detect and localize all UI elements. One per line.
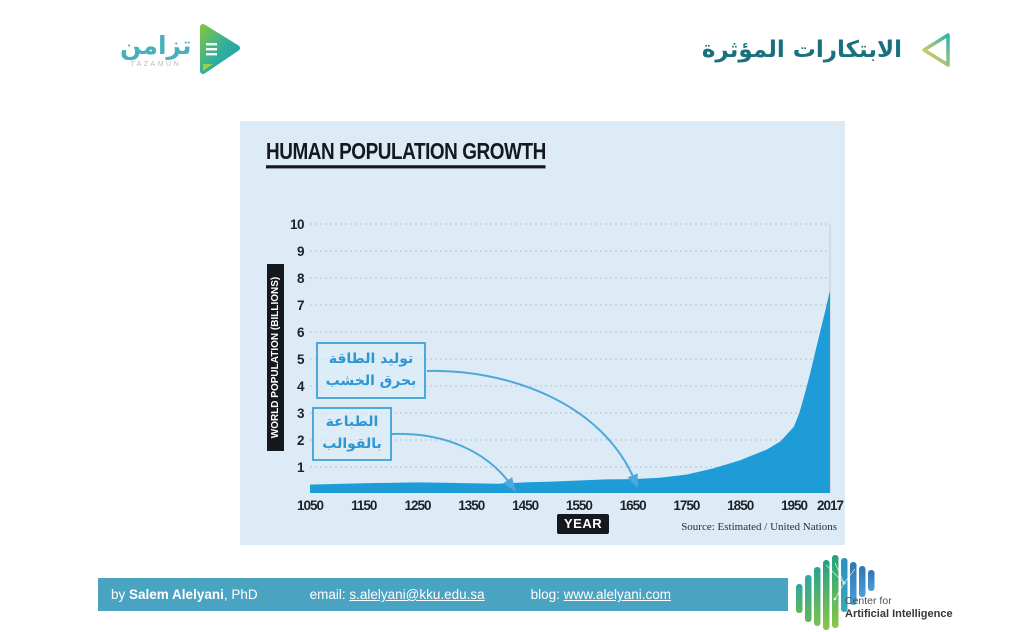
svg-text:1850: 1850 xyxy=(727,498,754,513)
brand-name-latin: TAZAMUN xyxy=(130,61,182,69)
blog-block: blog: www.alelyani.com xyxy=(530,587,671,602)
svg-text:1350: 1350 xyxy=(458,498,485,513)
svg-text:8: 8 xyxy=(297,271,305,286)
y-axis-label: WORLD POPULATION (BILLIONS) xyxy=(267,264,284,451)
svg-text:1450: 1450 xyxy=(512,498,539,513)
email-link[interactable]: s.alelyani@kku.edu.sa xyxy=(349,587,485,602)
author-byline: by Salem Alelyani, PhD xyxy=(111,587,258,602)
svg-text:1150: 1150 xyxy=(351,498,377,513)
source-note: Source: Estimated / United Nations xyxy=(681,521,837,533)
left-triangle-icon xyxy=(922,33,950,67)
svg-text:4: 4 xyxy=(297,379,305,394)
svg-text:1950: 1950 xyxy=(781,498,808,513)
svg-text:1250: 1250 xyxy=(404,498,431,513)
population-chart-panel: 1 2 3 4 5 6 7 8 9 10 1050 1150 1250 1350 1450 1550 1650 1… xyxy=(240,121,845,545)
svg-text:10: 10 xyxy=(290,217,304,232)
brand-name-arabic: تزامن xyxy=(120,30,192,60)
chart-title: HUMAN POPULATION GROWTH xyxy=(266,138,546,169)
svg-text:2: 2 xyxy=(297,433,304,448)
svg-text:2017: 2017 xyxy=(817,498,844,513)
svg-text:1050: 1050 xyxy=(297,498,324,513)
svg-text:1750: 1750 xyxy=(673,498,700,513)
slide-title: الابتكارات المؤثرة xyxy=(701,37,902,63)
tazamun-play-icon xyxy=(200,24,241,74)
x-axis-label: YEAR xyxy=(557,514,610,534)
svg-text:9: 9 xyxy=(297,244,304,259)
svg-text:7: 7 xyxy=(297,298,304,313)
cai-logo-text: Center for Artificial Intelligence xyxy=(845,595,953,621)
svg-text:3: 3 xyxy=(297,406,305,421)
svg-text:5: 5 xyxy=(297,352,305,367)
population-area-chart: 1 2 3 4 5 6 7 8 9 10 1050 1150 1250 1350 1450 1550 1650 1… xyxy=(290,217,845,513)
annotation-wood-energy: توليد الطاقة بحرق الخشب xyxy=(316,342,426,399)
cai-bars-icon xyxy=(796,555,875,630)
tazamun-wordmark: تزامن TAZAMUN xyxy=(120,32,191,69)
cai-logo: Center for Artificial Intelligence xyxy=(793,553,993,631)
svg-text:6: 6 xyxy=(297,325,305,340)
footer-bar: by Salem Alelyani, PhD email: s.alelyani… xyxy=(98,578,788,611)
svg-text:1550: 1550 xyxy=(566,498,593,513)
svg-text:1650: 1650 xyxy=(620,498,647,513)
tazamun-logo: تزامن TAZAMUN xyxy=(120,24,243,76)
annotation-block-printing: الطباعة بالقوالب xyxy=(312,407,392,461)
author-name: Salem Alelyani xyxy=(129,587,224,602)
blog-link[interactable]: www.alelyani.com xyxy=(563,587,671,602)
slide-title-block: الابتكارات المؤثرة xyxy=(702,28,962,72)
svg-text:1: 1 xyxy=(297,460,305,475)
email-block: email: s.alelyani@kku.edu.sa xyxy=(309,587,485,602)
